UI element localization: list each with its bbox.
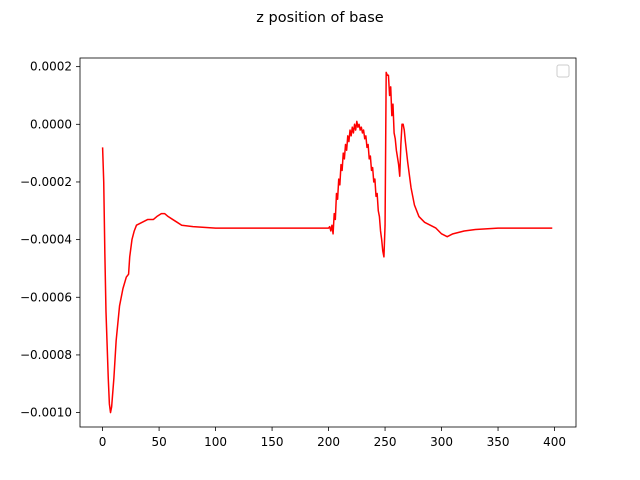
y-tick-label: 0.0002 — [30, 60, 72, 74]
y-tick-label: 0.0000 — [30, 117, 72, 131]
x-tick-label: 150 — [261, 435, 284, 449]
x-tick-label: 350 — [487, 435, 510, 449]
y-tick-label: −0.0008 — [20, 348, 72, 362]
x-tick-label: 200 — [317, 435, 340, 449]
series-line — [101, 71, 553, 414]
y-axis-ticks: 0.0002 0.0000 −0.0002 −0.0004 −0.0006 −0.0008… — [20, 60, 80, 420]
x-tick-label: 400 — [543, 435, 566, 449]
chart-title: z position of base — [256, 10, 383, 26]
x-tick-label: 300 — [430, 435, 453, 449]
y-tick-label: −0.0004 — [20, 233, 72, 247]
x-tick-label: 100 — [204, 435, 227, 449]
x-tick-label: 250 — [374, 435, 397, 449]
y-tick-label: −0.0002 — [20, 175, 72, 189]
plot-frame — [79, 57, 577, 428]
x-tick-label: 0 — [99, 435, 107, 449]
y-tick-label: −0.0006 — [20, 290, 72, 304]
x-tick-label: 50 — [151, 435, 166, 449]
plot-area — [101, 71, 553, 414]
series-layer — [101, 71, 553, 414]
x-axis-ticks: 0 50 100 150 200 250 300 350 400 — [99, 427, 566, 449]
legend-box — [556, 64, 570, 78]
y-tick-label: −0.0010 — [20, 406, 72, 420]
